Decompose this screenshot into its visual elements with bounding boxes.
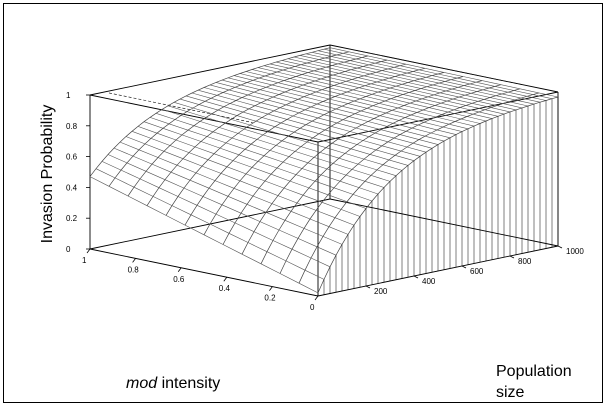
z-axis-tick-label: 0.4: [66, 183, 78, 192]
level-dash-front: [108, 92, 253, 123]
surface-mesh-line: [257, 67, 487, 122]
surface-mesh-line: [251, 69, 481, 124]
x-axis-label-rest: intensity: [157, 375, 221, 392]
surface-mesh-line: [269, 63, 499, 117]
x-axis-tick: [177, 267, 182, 273]
y-axis-tick: [509, 255, 515, 259]
surface-mesh-line: [197, 89, 427, 153]
y-axis-label-line1: Population: [496, 363, 572, 380]
surface-mesh-line: [221, 79, 451, 139]
surface-mesh-line: [263, 65, 493, 119]
y-axis-tick: [557, 245, 563, 249]
surface-mesh-line: [323, 48, 553, 99]
surface-mesh-line: [239, 73, 469, 130]
surface-mesh-line: [209, 84, 439, 145]
y-axis-tick-label: 400: [422, 277, 436, 286]
surface-mesh-line: [179, 98, 409, 166]
z-axis-tick-label: 0: [66, 245, 71, 254]
y-axis-tick-label: 600: [470, 267, 484, 276]
surface-mesh-line: [161, 109, 391, 182]
surface-mesh-line: [185, 95, 415, 161]
surface-mesh-line: [143, 121, 373, 202]
surface-mesh-line: [233, 75, 463, 132]
box-edge-top-left: [89, 44, 331, 96]
surface-mesh-line: [191, 92, 421, 157]
surface-mesh-line: [215, 82, 445, 142]
surface-mesh-line: [287, 58, 517, 111]
z-axis-tick-label: 0.2: [66, 214, 78, 223]
surface-mesh-line: [203, 87, 433, 149]
x-axis-tick-label: 1: [82, 256, 87, 265]
y-axis-tick-label: 200: [374, 287, 388, 296]
surface-mesh-line: [275, 61, 505, 115]
x-axis-tick: [223, 276, 228, 282]
box-edge-base-front: [89, 248, 319, 297]
y-axis-tick-label: 800: [518, 257, 532, 266]
x-axis-label: mod intensity: [126, 375, 220, 393]
x-axis-tick-label: 0.6: [173, 275, 185, 284]
y-axis-label-line2: size: [496, 384, 525, 401]
surface-mesh-line: [173, 102, 403, 171]
surface-mesh-line: [167, 105, 397, 176]
z-axis-tick-label: 0.8: [66, 122, 78, 131]
y-axis-tick: [461, 265, 467, 269]
surface-mesh-line: [311, 52, 541, 103]
surface-mesh-line: [125, 136, 355, 226]
z-axis-tick-label: 0.6: [66, 153, 78, 162]
surface-mesh-line: [101, 161, 331, 268]
z-axis-tick-label: 1: [66, 91, 71, 100]
z-axis-label: Invasion Probability: [39, 104, 56, 244]
x-axis-label-emphasis: mod: [126, 375, 158, 392]
surface-mesh-line: [131, 131, 361, 217]
surface-mesh-line: [95, 168, 325, 280]
surface-mesh-line: [146, 59, 388, 206]
surface-mesh-line: [227, 77, 457, 135]
surface-mesh-line: [107, 154, 337, 256]
surface-mesh-line: [137, 126, 367, 209]
x-axis-tick: [86, 248, 91, 254]
y-axis-label: Population size: [496, 361, 596, 403]
x-axis-tick-label: 0.2: [264, 294, 276, 303]
x-axis-tick: [269, 286, 273, 291]
surface-mesh-line: [317, 50, 547, 101]
level-dash-back: [357, 50, 524, 86]
surface-mesh-line: [293, 56, 523, 109]
figure-frame: 0 0.2 0.4 0.6 0.8 1 1 0.8 0.6 0.4 0.2 0 200 400 600 800…: [3, 3, 603, 403]
x-axis-tick: [314, 295, 319, 301]
x-axis-tick-label: 0: [310, 303, 315, 312]
surface-mesh-line: [155, 113, 385, 188]
x-axis-tick: [132, 258, 136, 263]
surface-plot: 0 0.2 0.4 0.6 0.8 1 1 0.8 0.6 0.4 0.2 0 200 400 600 800…: [66, 44, 584, 312]
surface-mesh-line: [245, 71, 475, 127]
surface-mesh-line: [329, 47, 559, 98]
y-axis-tick: [365, 285, 371, 289]
surface-mesh-line: [281, 60, 511, 113]
surface-mesh-line: [305, 53, 535, 105]
y-axis-tick-label: 1000: [566, 247, 584, 256]
y-axis-tick: [413, 275, 419, 279]
surface-mesh-line: [119, 141, 349, 235]
surface-mesh-line: [299, 55, 529, 107]
x-axis-tick-label: 0.8: [128, 265, 140, 274]
surface-mesh-line: [89, 176, 319, 294]
surface-mesh-line: [113, 147, 343, 245]
x-axis-tick-label: 0.4: [219, 284, 231, 293]
surface-mesh-line: [149, 117, 379, 195]
